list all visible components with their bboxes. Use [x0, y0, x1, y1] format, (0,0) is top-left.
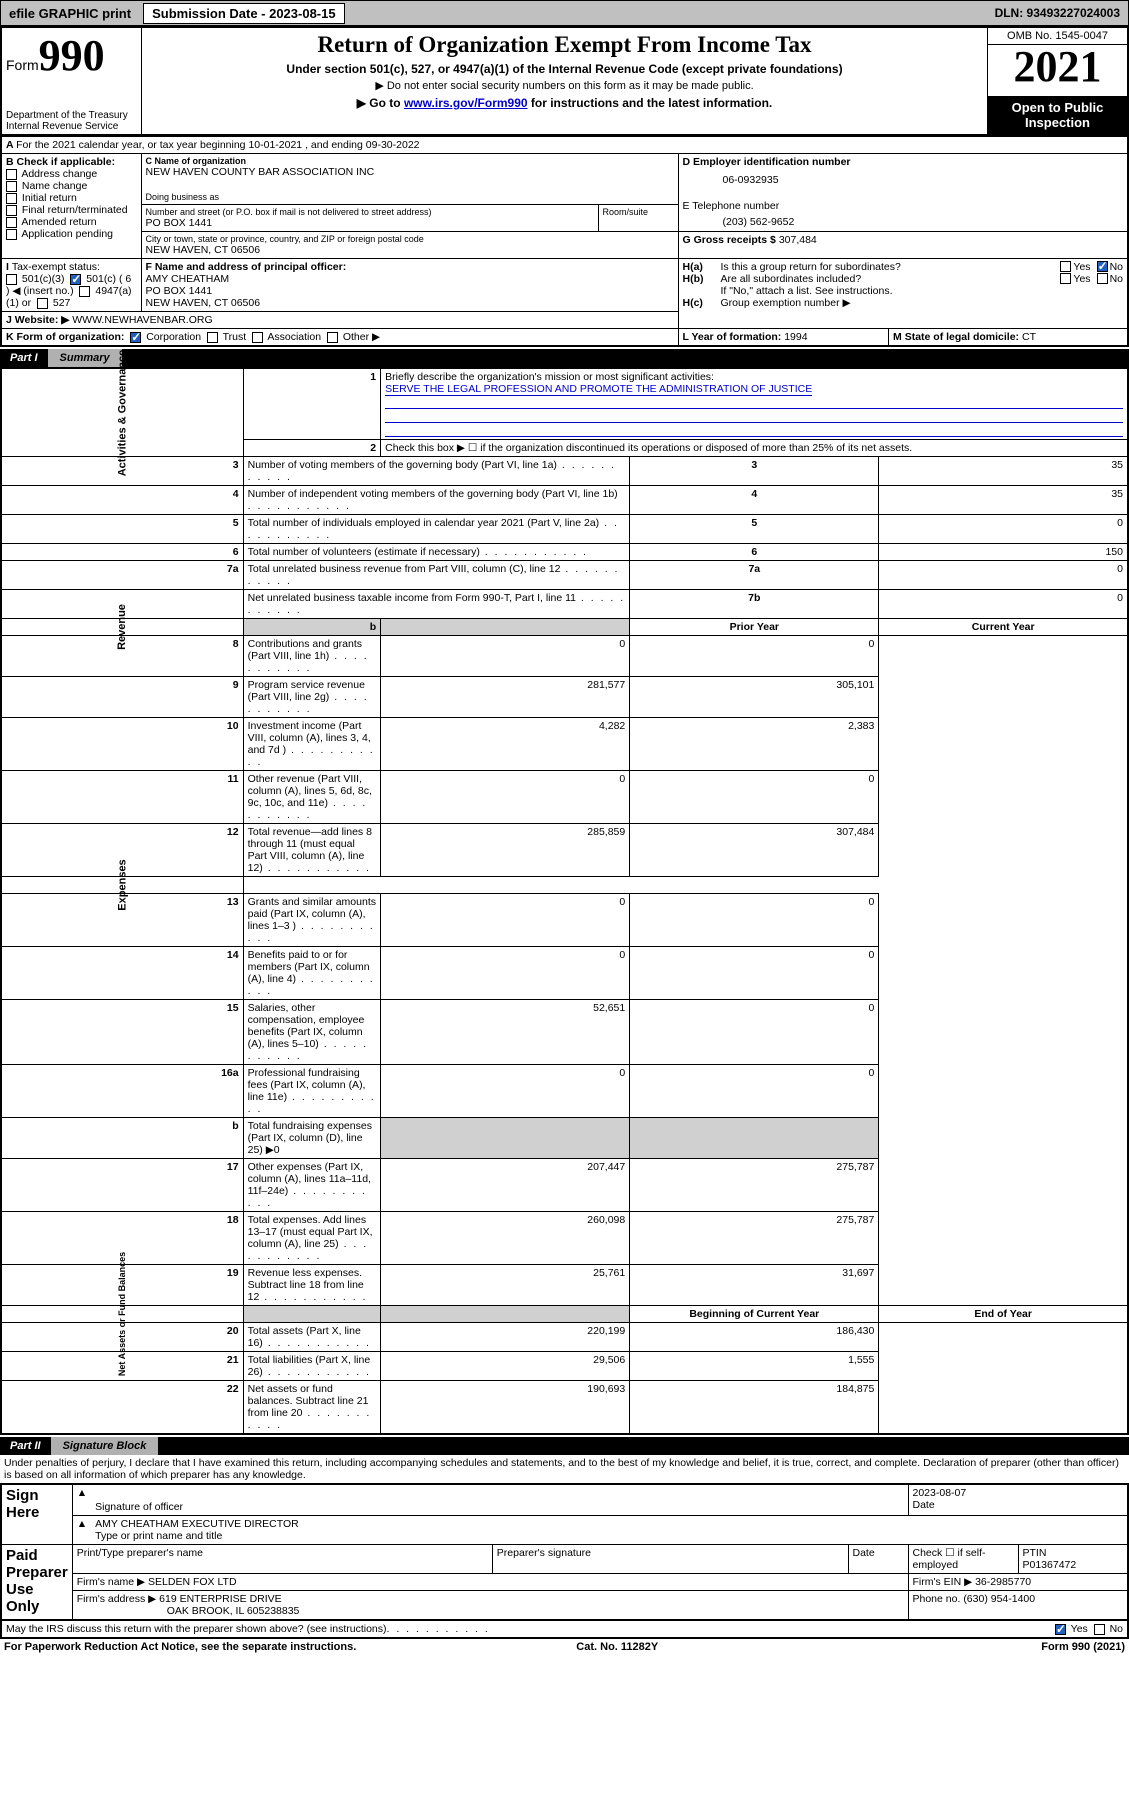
section-h: H(a)Is this a group return for subordina… [678, 259, 1128, 329]
chk-corp[interactable] [130, 332, 141, 343]
hdr-end: End of Year [879, 1306, 1128, 1323]
section-b: B Check if applicable: Address change Na… [1, 154, 141, 259]
section-c-addr: Number and street (or P.O. box if mail i… [141, 205, 598, 232]
side-revenue: Revenue [116, 604, 128, 650]
sign-here: Sign Here [1, 1484, 72, 1545]
section-c-name: C Name of organization NEW HAVEN COUNTY … [141, 154, 678, 205]
chk-hb-yes[interactable] [1060, 273, 1071, 284]
chk-initial-return[interactable] [6, 193, 17, 204]
entity-info-table: A For the 2021 calendar year, or tax yea… [0, 136, 1129, 347]
section-f: F Name and address of principal officer:… [141, 259, 678, 312]
chk-hb-no[interactable] [1097, 273, 1108, 284]
hdr-beginning: Beginning of Current Year [630, 1306, 879, 1323]
section-i: I Tax-exempt status: 501(c)(3) 501(c) ( … [1, 259, 141, 312]
chk-amended[interactable] [6, 217, 17, 228]
page-footer: For Paperwork Reduction Act Notice, see … [0, 1639, 1129, 1655]
chk-4947[interactable] [79, 286, 90, 297]
chk-app-pending[interactable] [6, 229, 17, 240]
chk-527[interactable] [37, 298, 48, 309]
note-ssn: ▶ Do not enter social security numbers o… [148, 79, 981, 92]
efile-label[interactable]: efile GRAPHIC print [1, 6, 139, 21]
submission-date: Submission Date - 2023-08-15 [143, 3, 345, 24]
part1-table: Activities & Governance 1 Briefly descri… [0, 367, 1129, 1435]
dln: DLN: 93493227024003 [987, 6, 1128, 20]
chk-ha-no[interactable] [1097, 261, 1108, 272]
signature-table: Sign Here ▲ Signature of officer 2023-08… [0, 1483, 1129, 1621]
mission-text: SERVE THE LEGAL PROFESSION AND PROMOTE T… [385, 383, 812, 396]
hdr-prior: Prior Year [630, 619, 879, 636]
chk-name-change[interactable] [6, 181, 17, 192]
topbar: efile GRAPHIC print Submission Date - 20… [0, 0, 1129, 26]
chk-trust[interactable] [207, 332, 218, 343]
chk-501c[interactable] [70, 274, 81, 285]
hdr-current: Current Year [879, 619, 1128, 636]
chk-final-return[interactable] [6, 205, 17, 216]
chk-ha-yes[interactable] [1060, 261, 1071, 272]
note-link: ▶ Go to www.irs.gov/Form990 for instruct… [148, 96, 981, 110]
chk-mayirs-yes[interactable] [1055, 1624, 1066, 1635]
chk-mayirs-no[interactable] [1094, 1624, 1105, 1635]
section-d-e: D Employer identification number 06-0932… [678, 154, 1128, 232]
section-k: K Form of organization: Corporation Trus… [1, 329, 678, 347]
section-g: G Gross receipts $ 307,484 [678, 232, 1128, 259]
may-irs-row: May the IRS discuss this return with the… [0, 1621, 1129, 1639]
form-subtitle: Under section 501(c), 527, or 4947(a)(1)… [148, 62, 981, 76]
section-l: L Year of formation: 1994 [678, 329, 889, 347]
chk-address-change[interactable] [6, 169, 17, 180]
irs-link[interactable]: www.irs.gov/Form990 [404, 96, 528, 110]
chk-other[interactable] [327, 332, 338, 343]
open-public-badge: Open to Public Inspection [988, 96, 1127, 134]
form-number: Form990 [6, 30, 137, 81]
chk-assoc[interactable] [252, 332, 263, 343]
tax-year: 2021 [988, 45, 1127, 89]
form-header: Form990 Department of the Treasury Inter… [0, 26, 1129, 136]
line-a: A For the 2021 calendar year, or tax yea… [1, 137, 1128, 154]
side-expenses: Expenses [116, 859, 128, 910]
part2-header: Part II Signature Block [0, 1437, 1129, 1455]
section-c-city: City or town, state or province, country… [141, 232, 678, 259]
room-suite: Room/suite [598, 205, 678, 232]
penalty-text: Under penalties of perjury, I declare th… [0, 1455, 1129, 1483]
department: Department of the Treasury Internal Reve… [6, 110, 137, 132]
section-m: M State of legal domicile: CT [889, 329, 1128, 347]
section-j: J Website: ▶ WWW.NEWHAVENBAR.ORG [1, 312, 678, 329]
form-title: Return of Organization Exempt From Incom… [148, 32, 981, 58]
chk-501c3[interactable] [6, 274, 17, 285]
part1-header: Part I Summary [0, 349, 1129, 367]
side-activities: Activities & Governance [116, 349, 128, 476]
side-netassets: Net Assets or Fund Balances [117, 1252, 127, 1376]
paid-preparer: Paid Preparer Use Only [1, 1545, 72, 1621]
